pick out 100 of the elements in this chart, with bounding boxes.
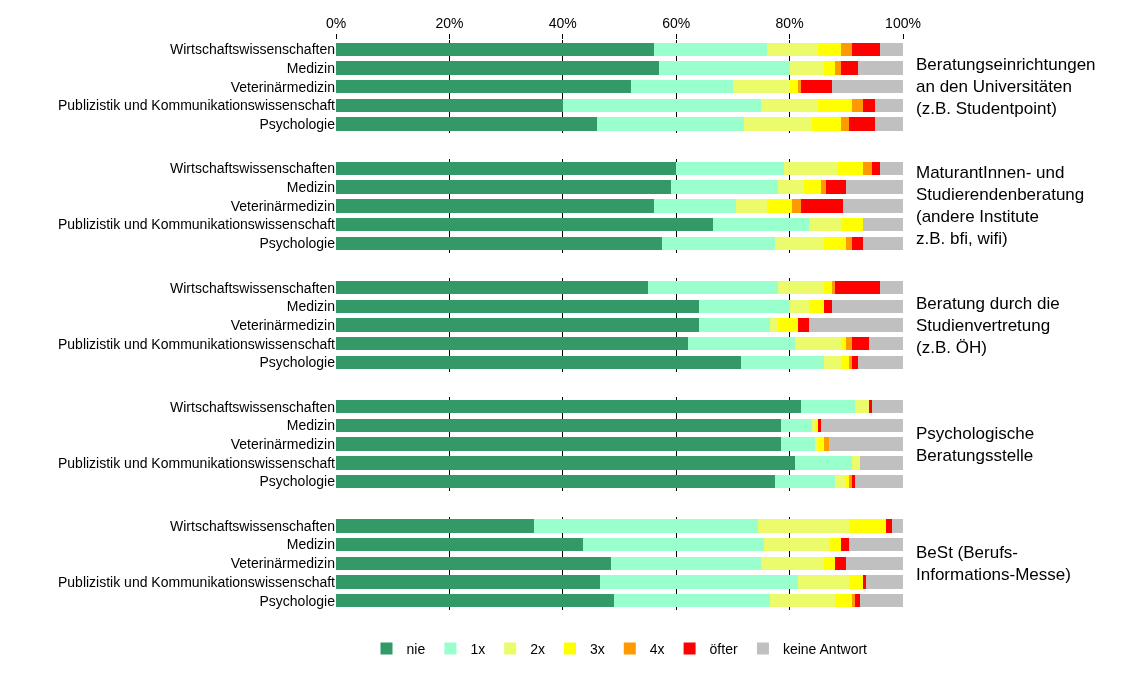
bar bbox=[826, 180, 847, 194]
bar bbox=[336, 98, 563, 113]
bar bbox=[792, 199, 801, 213]
bar bbox=[880, 280, 903, 295]
bar bbox=[871, 161, 881, 176]
y-tick-label: Wirtschaftswissenschaften bbox=[170, 398, 335, 415]
bar bbox=[885, 519, 892, 533]
bar bbox=[823, 61, 835, 75]
x-tick-label: 0% bbox=[325, 15, 347, 32]
y-tick-label: Veterinärmedizin bbox=[230, 78, 335, 95]
bar bbox=[834, 556, 847, 570]
bar bbox=[732, 80, 790, 94]
x-tick-label: 100% bbox=[885, 15, 921, 32]
bar bbox=[820, 418, 903, 433]
bar bbox=[670, 180, 779, 194]
y-tick-label: Veterinärmedizin bbox=[230, 316, 335, 333]
bar bbox=[562, 98, 762, 113]
bar bbox=[846, 336, 852, 351]
bar bbox=[336, 575, 600, 589]
bar bbox=[834, 593, 852, 608]
bar bbox=[863, 161, 872, 176]
bar bbox=[687, 336, 796, 351]
bar bbox=[336, 418, 782, 433]
bar bbox=[741, 355, 824, 370]
bar bbox=[798, 80, 801, 94]
y-tick-label: Medizin bbox=[286, 179, 335, 196]
legend-label: keine Antwort bbox=[782, 640, 868, 657]
bar bbox=[863, 217, 903, 232]
bar bbox=[823, 437, 830, 451]
x-tick-label: 20% bbox=[435, 15, 464, 32]
bar bbox=[653, 42, 767, 57]
bar bbox=[854, 400, 869, 414]
legend-label: öfter bbox=[709, 640, 738, 657]
bar bbox=[809, 217, 841, 232]
bar bbox=[336, 593, 614, 608]
legend-label: nie bbox=[406, 640, 426, 657]
bar bbox=[834, 61, 841, 75]
bar bbox=[834, 280, 881, 295]
bar bbox=[336, 280, 648, 295]
bar bbox=[829, 537, 841, 552]
y-tick-label: Psychologie bbox=[259, 473, 336, 490]
bar bbox=[676, 161, 784, 176]
bar bbox=[874, 98, 903, 113]
x-tick-label: 40% bbox=[548, 15, 577, 32]
y-tick-label: Psychologie bbox=[259, 235, 336, 252]
bar bbox=[891, 519, 903, 533]
bar bbox=[874, 117, 903, 131]
bar bbox=[336, 217, 714, 232]
bar bbox=[659, 61, 790, 75]
bar bbox=[823, 355, 841, 370]
bar bbox=[336, 180, 671, 194]
bar bbox=[534, 519, 759, 533]
bar bbox=[336, 299, 699, 314]
legend-label: 2x bbox=[530, 640, 545, 657]
bar bbox=[857, 355, 903, 370]
bar bbox=[769, 318, 779, 332]
bar bbox=[809, 318, 903, 332]
bar bbox=[761, 556, 824, 570]
bar bbox=[851, 355, 858, 370]
y-tick-label: Publizistik und Kommunikationswissenschaft bbox=[57, 335, 336, 352]
bar bbox=[596, 117, 745, 131]
bar bbox=[783, 161, 838, 176]
bar bbox=[798, 575, 850, 589]
bar bbox=[840, 42, 852, 57]
bar bbox=[851, 98, 864, 113]
bar bbox=[851, 42, 881, 57]
bar bbox=[653, 199, 736, 213]
bar bbox=[336, 236, 663, 250]
x-tick-label: 60% bbox=[662, 15, 691, 32]
y-tick-label: Psychologie bbox=[259, 116, 336, 133]
bar bbox=[336, 318, 699, 332]
bar bbox=[840, 61, 858, 75]
legend-label: 4x bbox=[649, 640, 665, 657]
bar bbox=[843, 199, 903, 213]
bar bbox=[851, 593, 855, 608]
bar bbox=[880, 42, 903, 57]
bar bbox=[336, 61, 660, 75]
y-tick-label: Medizin bbox=[286, 59, 335, 76]
bar bbox=[789, 80, 799, 94]
bar bbox=[336, 400, 801, 414]
bar bbox=[868, 336, 903, 351]
bar bbox=[815, 437, 818, 451]
legend-label: 3x bbox=[589, 640, 605, 657]
bar bbox=[832, 80, 903, 94]
bar bbox=[840, 217, 864, 232]
bar bbox=[336, 556, 611, 570]
bar bbox=[698, 299, 790, 314]
bar bbox=[840, 537, 850, 552]
bar bbox=[871, 400, 903, 414]
bar bbox=[863, 98, 875, 113]
text: BeSt (Berufs- Informations-Messe) bbox=[916, 543, 1071, 585]
bar bbox=[744, 117, 813, 131]
bar bbox=[837, 161, 864, 176]
bar bbox=[860, 593, 903, 608]
text: Beratungseinrichtungen an den Universitäten (z.B. Studentpoint) bbox=[916, 55, 1096, 119]
bar bbox=[795, 456, 852, 470]
bar bbox=[647, 280, 779, 295]
bar bbox=[336, 336, 688, 351]
bar bbox=[800, 199, 844, 213]
bar bbox=[798, 318, 810, 332]
